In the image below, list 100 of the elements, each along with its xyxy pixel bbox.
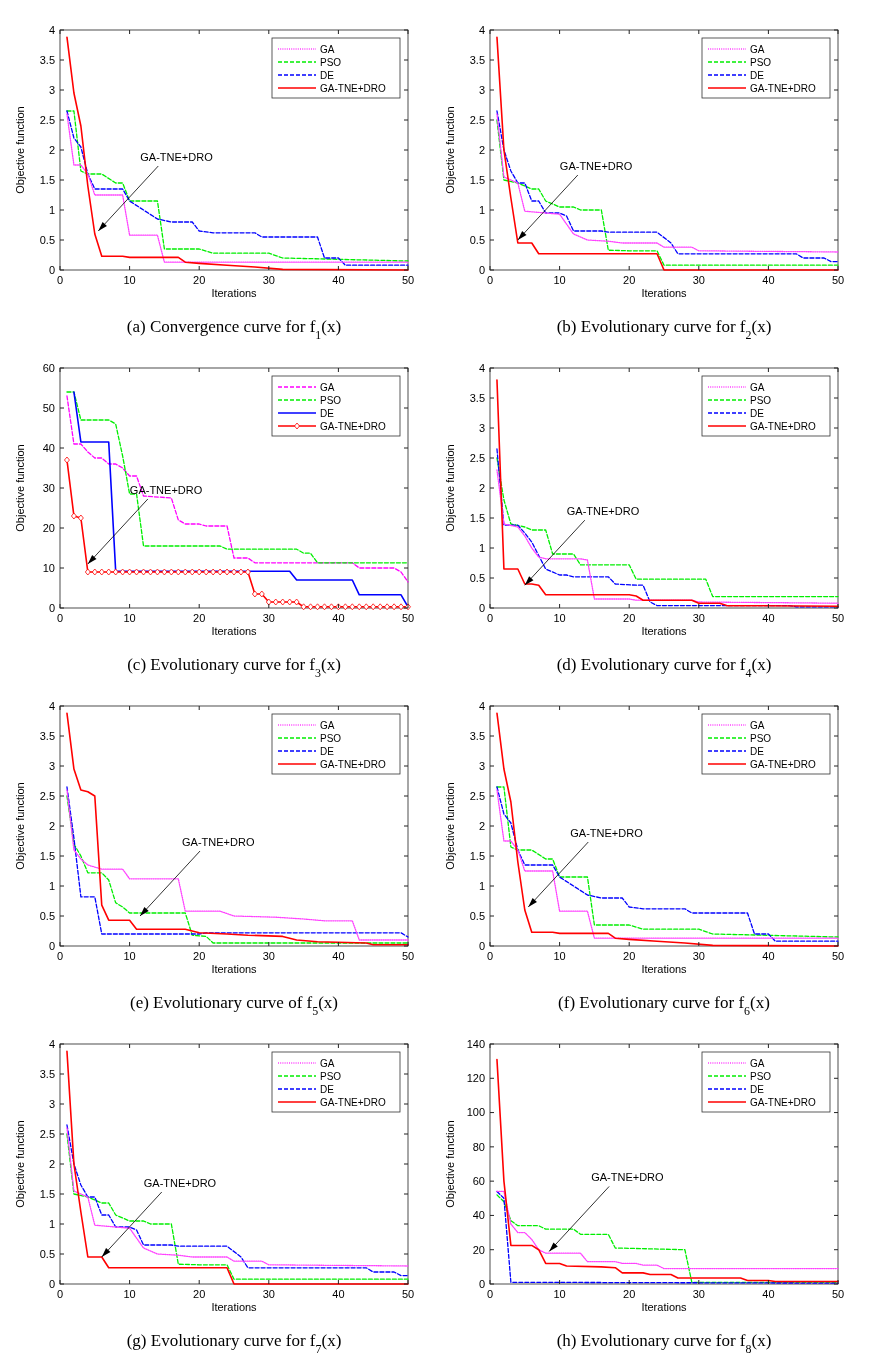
y-tick-label: 3.5 bbox=[469, 729, 485, 742]
legend-label: PSO bbox=[320, 732, 342, 744]
legend-label: DE bbox=[750, 1083, 765, 1095]
y-tick-label: 1 bbox=[478, 203, 485, 216]
y-tick-label: 20 bbox=[472, 1243, 485, 1256]
y-tick-label: 0 bbox=[478, 263, 485, 276]
y-axis-title: Objective function bbox=[444, 1120, 456, 1208]
legend-label: DE bbox=[320, 1083, 335, 1095]
point bbox=[293, 598, 300, 606]
y-tick-label: 2.5 bbox=[469, 113, 485, 126]
legend-label: PSO bbox=[750, 732, 772, 744]
y-tick-label: 0 bbox=[478, 939, 485, 952]
x-tick-label: 50 bbox=[401, 612, 415, 624]
point bbox=[64, 456, 70, 464]
x-tick-label: 30 bbox=[262, 612, 275, 624]
point bbox=[168, 568, 175, 576]
y-axis-title: Objective function bbox=[14, 106, 26, 194]
y-tick-label: 60 bbox=[472, 1174, 485, 1187]
x-tick-label: 10 bbox=[553, 1288, 566, 1300]
x-tick-label: 40 bbox=[762, 1288, 775, 1300]
y-tick-label: 60 bbox=[42, 361, 55, 374]
point bbox=[71, 512, 77, 520]
point bbox=[224, 568, 230, 576]
x-tick-label: 30 bbox=[262, 1288, 275, 1300]
x-tick-label: 40 bbox=[332, 274, 345, 286]
annotation: GA-TNE+DRO bbox=[570, 827, 644, 839]
x-axis-title: Iterations bbox=[641, 625, 688, 637]
point bbox=[321, 603, 328, 611]
x-axis-title: Iterations bbox=[211, 1301, 258, 1313]
legend-label: GA-TNE+DRO bbox=[750, 82, 817, 94]
point bbox=[154, 568, 161, 576]
y-tick-label: 2.5 bbox=[469, 451, 485, 464]
legend-label: GA-TNE+DRO bbox=[750, 420, 817, 432]
y-tick-label: 3.5 bbox=[39, 1067, 55, 1080]
y-tick-label: 1.5 bbox=[39, 173, 55, 186]
annotation: GA-TNE+DRO bbox=[129, 484, 203, 496]
x-axis-title: Iterations bbox=[211, 287, 258, 299]
point bbox=[279, 598, 286, 606]
y-tick-label: 10 bbox=[42, 561, 55, 574]
point bbox=[356, 603, 363, 611]
y-tick-label: 3 bbox=[478, 83, 485, 96]
y-tick-label: 3.5 bbox=[39, 729, 55, 742]
x-tick-label: 0 bbox=[56, 950, 64, 962]
point bbox=[238, 568, 244, 576]
y-tick-label: 1.5 bbox=[469, 511, 485, 524]
legend-label: PSO bbox=[750, 1070, 772, 1082]
point bbox=[300, 603, 307, 611]
y-axis-title: Objective function bbox=[444, 782, 456, 870]
x-tick-label: 50 bbox=[401, 274, 415, 286]
point bbox=[112, 568, 119, 576]
legend-label: GA-TNE+DRO bbox=[320, 82, 387, 94]
y-axis-title: Objective function bbox=[444, 106, 456, 194]
point bbox=[272, 598, 279, 606]
y-tick-label: 3 bbox=[478, 421, 485, 434]
x-tick-label: 30 bbox=[692, 274, 705, 286]
legend-label: GA bbox=[750, 381, 765, 393]
y-tick-label: 4 bbox=[48, 699, 55, 712]
x-tick-label: 40 bbox=[762, 950, 775, 962]
y-tick-label: 1 bbox=[478, 541, 485, 554]
point bbox=[98, 568, 105, 576]
point bbox=[265, 598, 272, 606]
x-tick-label: 20 bbox=[623, 612, 636, 624]
point bbox=[196, 568, 203, 576]
x-tick-label: 20 bbox=[623, 950, 636, 962]
point bbox=[189, 568, 196, 576]
x-tick-label: 0 bbox=[56, 612, 64, 624]
point bbox=[182, 568, 189, 576]
x-axis-title: Iterations bbox=[211, 625, 258, 637]
x-tick-label: 30 bbox=[692, 950, 705, 962]
point bbox=[286, 598, 293, 606]
y-tick-label: 40 bbox=[472, 1209, 485, 1222]
y-tick-label: 0 bbox=[478, 1277, 485, 1290]
y-tick-label: 20 bbox=[42, 521, 55, 534]
point bbox=[119, 568, 126, 576]
y-tick-label: 50 bbox=[42, 401, 55, 414]
y-tick-label: 0 bbox=[48, 939, 55, 952]
y-tick-label: 120 bbox=[466, 1072, 485, 1085]
y-tick-label: 2.5 bbox=[39, 113, 55, 126]
y-tick-label: 2 bbox=[478, 819, 485, 832]
x-tick-label: 20 bbox=[193, 950, 206, 962]
x-tick-label: 40 bbox=[332, 950, 345, 962]
legend-label: GA bbox=[750, 1057, 765, 1069]
x-tick-label: 10 bbox=[123, 612, 136, 624]
y-axis-title: Objective function bbox=[14, 782, 26, 870]
y-tick-label: 0.5 bbox=[39, 909, 55, 922]
y-tick-label: 4 bbox=[478, 361, 485, 374]
legend-label: PSO bbox=[750, 394, 772, 406]
y-tick-label: 0.5 bbox=[469, 571, 485, 584]
y-tick-label: 3.5 bbox=[469, 391, 485, 404]
y-tick-label: 3.5 bbox=[469, 53, 485, 66]
x-tick-label: 50 bbox=[831, 612, 845, 624]
y-tick-label: 1 bbox=[48, 879, 55, 892]
x-tick-label: 0 bbox=[486, 612, 494, 624]
annotation: GA-TNE+DRO bbox=[591, 1171, 665, 1184]
x-axis-title: Iterations bbox=[641, 963, 688, 975]
x-tick-label: 0 bbox=[486, 274, 494, 286]
y-tick-label: 3 bbox=[48, 83, 55, 96]
y-tick-label: 30 bbox=[42, 481, 55, 494]
y-tick-label: 4 bbox=[48, 1037, 55, 1050]
y-tick-label: 0.5 bbox=[469, 233, 485, 246]
